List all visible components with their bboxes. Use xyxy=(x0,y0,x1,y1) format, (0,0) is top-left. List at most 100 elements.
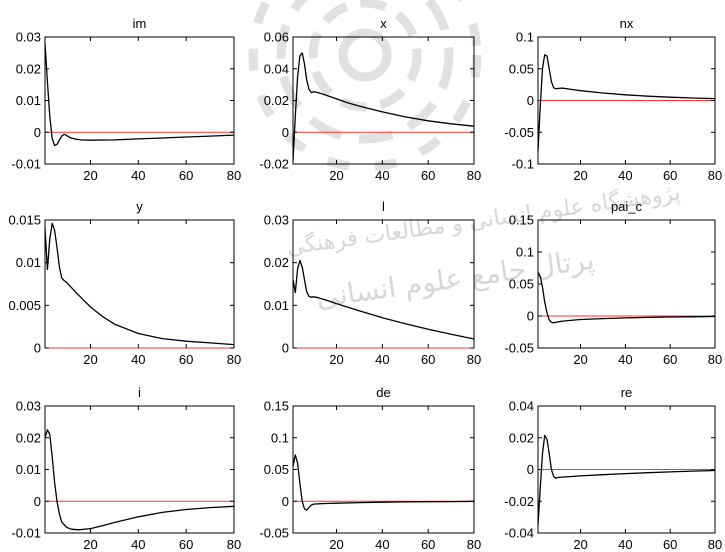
y-tick-label: 0 xyxy=(34,125,41,140)
x-tick-label: 80 xyxy=(708,537,722,552)
x-tick-label: 80 xyxy=(227,352,241,367)
x-tick-label: 80 xyxy=(227,537,241,552)
x-tick-label: 40 xyxy=(375,168,389,183)
y-tick-label: 0.05 xyxy=(509,277,534,292)
panel-title: im xyxy=(133,16,147,31)
x-tick-label: 80 xyxy=(708,168,722,183)
y-tick-label: 0.1 xyxy=(516,30,534,45)
panel-title: l xyxy=(382,199,385,214)
y-tick-label: 0.15 xyxy=(509,213,534,228)
panel-y: y 20 40 60 80 0 0.005 0.01 0.015 xyxy=(8,199,241,367)
x-tick-label: 20 xyxy=(329,168,343,183)
x-tick-label: 80 xyxy=(467,352,481,367)
x-tick-label: 20 xyxy=(573,537,587,552)
y-tick-label: -0.02 xyxy=(259,157,289,172)
y-tick-label: 0.04 xyxy=(264,61,289,76)
panel-x: x 20 40 60 80 -0.02 0 0.02 0.04 0.06 xyxy=(259,16,481,183)
y-tick-label: -0.02 xyxy=(504,494,534,509)
x-tick-label: 40 xyxy=(375,352,389,367)
response-line xyxy=(537,272,716,324)
y-tick-label: 0 xyxy=(34,341,41,356)
plot-frame xyxy=(292,36,475,165)
response-line xyxy=(44,222,235,346)
y-tick-label: 0.06 xyxy=(264,30,289,45)
y-tick-label: 0.01 xyxy=(16,462,41,477)
x-tick-label: 20 xyxy=(83,537,97,552)
x-tick-label: 40 xyxy=(618,352,632,367)
y-tick-label: 0.02 xyxy=(16,61,41,76)
x-tick-label: 60 xyxy=(663,168,677,183)
plot-frame xyxy=(537,219,716,349)
x-tick-label: 80 xyxy=(467,537,481,552)
response-line xyxy=(292,259,475,340)
x-tick-label: 80 xyxy=(708,352,722,367)
response-line xyxy=(537,54,716,152)
response-line xyxy=(292,52,475,161)
x-tick-label: 20 xyxy=(329,537,343,552)
panel-i: i 20 40 60 80 -0.01 0 0.01 0.02 0.03 xyxy=(11,385,241,552)
y-tick-label: 0.01 xyxy=(16,255,41,270)
x-tick-label: 60 xyxy=(179,352,193,367)
plot-frame xyxy=(292,405,475,534)
y-tick-label: 0.02 xyxy=(264,93,289,108)
x-tick-label: 40 xyxy=(618,537,632,552)
y-tick-label: 0 xyxy=(527,462,534,477)
x-tick-label: 60 xyxy=(663,537,677,552)
panel-title: pai_c xyxy=(611,199,643,214)
panel-title: i xyxy=(138,385,141,400)
y-tick-label: 0.02 xyxy=(509,430,534,445)
y-tick-label: 0.01 xyxy=(264,298,289,313)
y-tick-label: 0.005 xyxy=(8,298,41,313)
y-tick-label: 0.02 xyxy=(16,430,41,445)
plot-frame xyxy=(44,36,235,165)
y-tick-label: 0 xyxy=(527,309,534,324)
panel-im: im 20 40 60 80 -0.01 0 0.01 0.02 0.03 xyxy=(11,16,241,183)
plot-frame xyxy=(44,405,235,534)
x-tick-label: 20 xyxy=(83,168,97,183)
y-tick-label: -0.04 xyxy=(504,526,534,541)
x-tick-label: 60 xyxy=(179,168,193,183)
y-tick-label: 0.02 xyxy=(264,255,289,270)
response-line xyxy=(44,43,235,147)
y-tick-label: 0.05 xyxy=(264,462,289,477)
x-tick-label: 20 xyxy=(329,352,343,367)
response-line xyxy=(292,454,475,511)
response-line xyxy=(44,429,235,531)
y-tick-label: 0.01 xyxy=(16,93,41,108)
y-tick-label: -0.05 xyxy=(504,125,534,140)
x-tick-label: 80 xyxy=(467,168,481,183)
panel-de: de 20 40 60 80 -0.05 0 0.05 0.1 0.15 xyxy=(259,385,481,552)
y-tick-label: -0.1 xyxy=(512,157,534,172)
y-tick-label: -0.05 xyxy=(259,526,289,541)
x-tick-label: 40 xyxy=(131,352,145,367)
y-tick-label: 0.03 xyxy=(16,399,41,414)
panel-title: x xyxy=(380,16,387,31)
panel-title: de xyxy=(376,385,390,400)
x-tick-label: 40 xyxy=(618,168,632,183)
x-tick-label: 40 xyxy=(131,537,145,552)
y-tick-label: -0.01 xyxy=(11,157,41,172)
plot-frame xyxy=(292,219,475,349)
y-tick-label: -0.01 xyxy=(11,526,41,541)
panel-title: nx xyxy=(620,16,634,31)
x-tick-label: 80 xyxy=(227,168,241,183)
y-tick-label: 0 xyxy=(282,494,289,509)
x-tick-label: 40 xyxy=(375,537,389,552)
panel-re: re 20 40 60 80 -0.04 -0.02 0 0.02 0.04 xyxy=(504,385,722,552)
y-tick-label: 0.03 xyxy=(264,213,289,228)
y-tick-label: 0.1 xyxy=(271,430,289,445)
x-tick-label: 20 xyxy=(83,352,97,367)
y-tick-label: 0.015 xyxy=(8,213,41,228)
y-tick-label: 0.1 xyxy=(516,245,534,260)
y-tick-label: 0.05 xyxy=(509,61,534,76)
y-tick-label: 0 xyxy=(527,93,534,108)
panel-l: l 20 40 60 80 0 0.01 0.02 0.03 xyxy=(264,199,482,367)
plot-frame xyxy=(44,219,235,349)
x-tick-label: 20 xyxy=(573,352,587,367)
x-tick-label: 60 xyxy=(421,352,435,367)
panel-title: re xyxy=(621,385,633,400)
response-line xyxy=(537,434,716,526)
x-tick-label: 60 xyxy=(421,168,435,183)
y-tick-label: 0 xyxy=(34,494,41,509)
